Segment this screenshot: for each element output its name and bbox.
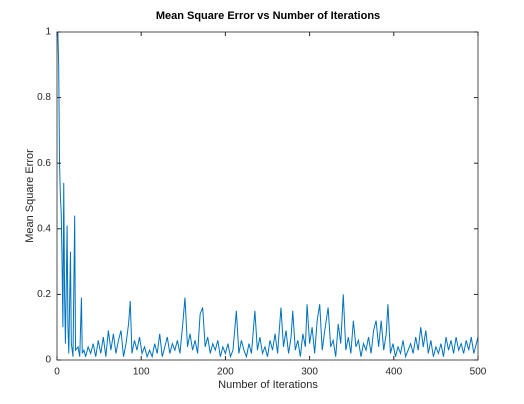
y-tick-label: 1	[45, 27, 51, 38]
x-tick-label: 500	[470, 367, 487, 378]
y-tick-label: 0	[45, 355, 51, 366]
x-axis-label: Number of Iterations	[218, 379, 318, 391]
y-axis-label: Mean Square Error	[24, 149, 36, 243]
y-tick-label: 0.4	[37, 223, 51, 234]
y-tick-label: 0.6	[37, 158, 51, 169]
x-tick-label: 200	[217, 367, 234, 378]
data-line	[57, 31, 479, 359]
x-tick-label: 300	[301, 367, 318, 378]
y-tick-label: 0.8	[37, 92, 51, 103]
x-tick-label: 100	[133, 367, 150, 378]
x-tick-label: 0	[54, 367, 60, 378]
y-tick-label: 0.2	[37, 289, 51, 300]
x-tick-label: 400	[385, 367, 402, 378]
chart-title: Mean Square Error vs Number of Iteration…	[156, 10, 380, 22]
axes-box	[56, 31, 479, 361]
